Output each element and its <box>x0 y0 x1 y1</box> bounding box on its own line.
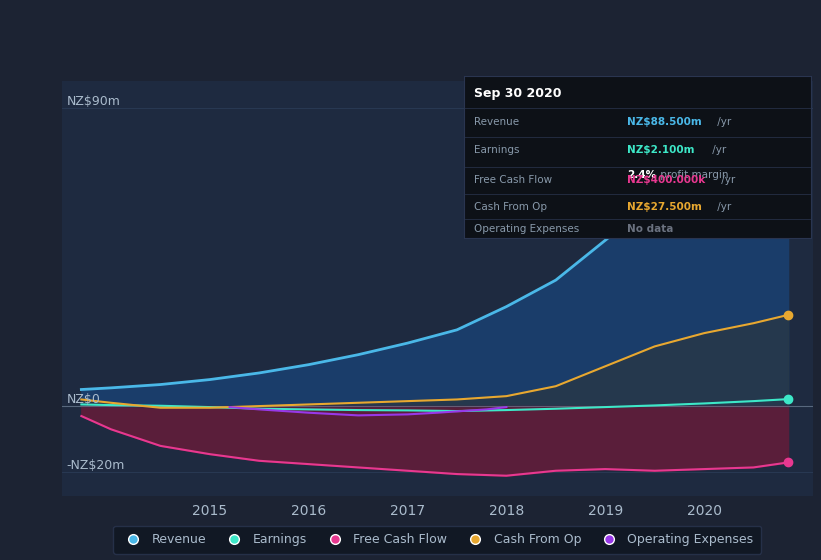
Text: 2.4%: 2.4% <box>627 170 656 180</box>
Text: /yr: /yr <box>718 175 736 185</box>
Text: profit margin: profit margin <box>657 170 728 180</box>
Text: Earnings: Earnings <box>475 145 520 155</box>
Text: /yr: /yr <box>714 202 732 212</box>
Text: NZ$400.000k: NZ$400.000k <box>627 175 705 185</box>
Text: Free Cash Flow: Free Cash Flow <box>475 175 553 185</box>
Text: NZ$88.500m: NZ$88.500m <box>627 117 702 127</box>
Text: Sep 30 2020: Sep 30 2020 <box>475 87 562 100</box>
Text: Operating Expenses: Operating Expenses <box>475 224 580 234</box>
Text: NZ$2.100m: NZ$2.100m <box>627 145 695 155</box>
Text: /yr: /yr <box>709 145 727 155</box>
Text: NZ$0: NZ$0 <box>67 393 100 406</box>
Text: Revenue: Revenue <box>475 117 520 127</box>
Text: NZ$90m: NZ$90m <box>67 95 121 108</box>
Text: NZ$27.500m: NZ$27.500m <box>627 202 702 212</box>
Legend: Revenue, Earnings, Free Cash Flow, Cash From Op, Operating Expenses: Revenue, Earnings, Free Cash Flow, Cash … <box>113 526 761 554</box>
Text: Cash From Op: Cash From Op <box>475 202 548 212</box>
Text: /yr: /yr <box>714 117 732 127</box>
Text: No data: No data <box>627 224 673 234</box>
Text: -NZ$20m: -NZ$20m <box>67 459 125 473</box>
